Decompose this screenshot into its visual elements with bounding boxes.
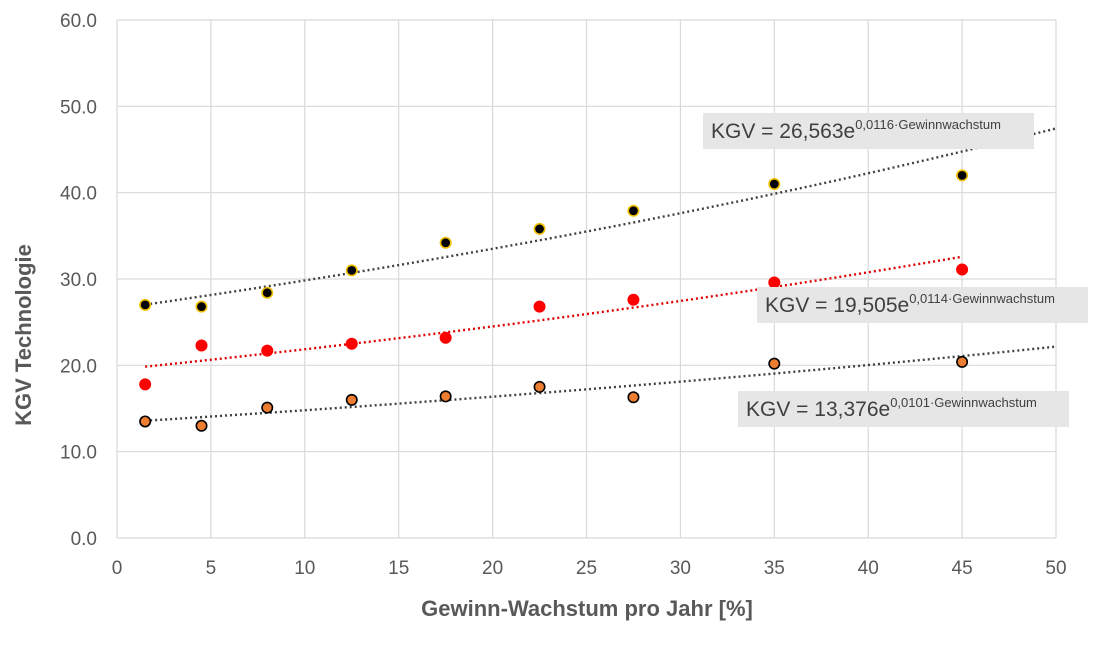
data-point-series-2	[139, 378, 152, 391]
y-tick-label: 30.0	[60, 270, 97, 291]
x-tick-label: 20	[482, 558, 503, 579]
x-tick-label: 15	[388, 558, 409, 579]
data-point-series-1	[261, 286, 274, 299]
data-point-series-2	[439, 331, 452, 344]
grid-layer	[116, 19, 1057, 539]
y-tick-label: 40.0	[60, 184, 97, 205]
y-axis-title: KGV Technologie	[11, 244, 36, 426]
data-point-series-2	[956, 263, 969, 276]
equation-box	[703, 113, 1034, 149]
y-tick-label: 60.0	[60, 11, 97, 32]
equation-exponent: 0,0114·Gewinnwachstum	[909, 291, 1055, 306]
equation-text: KGV = 19,505e0,0114·Gewinnwachstum	[765, 291, 1055, 317]
data-point-series-1	[533, 222, 546, 235]
data-point-series-1	[627, 204, 640, 217]
trendline-series-3	[145, 345, 1057, 422]
data-point-series-3	[345, 393, 358, 406]
data-point-series-1	[345, 264, 358, 277]
equation-exponent: 0,0116·Gewinnwachstum	[855, 117, 1001, 132]
x-tick-label: 25	[576, 558, 597, 579]
tick-layer: 0 5 10 15 20 25 30 35 40 45 50 0.0 10.0 20.0 30.0 40.0 5…	[60, 11, 1067, 579]
data-point-series-3	[261, 401, 274, 414]
equation-box	[738, 391, 1069, 427]
equation-prefix: KGV = 26,563e	[711, 120, 855, 143]
trendline-series-2	[145, 255, 963, 368]
data-point-series-3	[195, 419, 208, 432]
x-tick-label: 30	[670, 558, 691, 579]
data-point-series-1	[439, 236, 452, 249]
data-point-series-3	[533, 380, 546, 393]
x-tick-label: 45	[952, 558, 973, 579]
data-point-series-1	[768, 178, 781, 191]
data-point-series-1	[956, 169, 969, 182]
trend-equation-3: KGV = 13,376e0,0101·Gewinnwachstum	[738, 391, 1069, 427]
equation-text: KGV = 26,563e0,0116·Gewinnwachstum	[711, 117, 1001, 143]
data-point-series-3	[439, 390, 452, 403]
data-point-series-2	[627, 293, 640, 306]
y-tick-label: 20.0	[60, 356, 97, 377]
y-tick-label: 50.0	[60, 97, 97, 118]
equation-exponent: 0,0101·Gewinnwachstum	[890, 395, 1037, 410]
y-tick-label: 0.0	[71, 529, 97, 550]
data-point-series-2	[533, 300, 546, 313]
data-point-series-3	[768, 357, 781, 370]
x-tick-label: 5	[206, 558, 217, 579]
x-tick-label: 10	[294, 558, 315, 579]
trendline-series-1	[144, 127, 1057, 306]
data-point-series-1	[195, 300, 208, 313]
trend-equation-1: KGV = 26,563e0,0116·Gewinnwachstum	[703, 113, 1034, 149]
equation-prefix: KGV = 13,376e	[746, 398, 890, 421]
point-layer	[139, 169, 969, 432]
data-point-series-1	[139, 298, 152, 311]
x-tick-label: 40	[858, 558, 879, 579]
data-point-series-3	[139, 415, 152, 428]
x-axis-title: Gewinn-Wachstum pro Jahr [%]	[421, 596, 753, 621]
x-tick-label: 35	[764, 558, 785, 579]
x-tick-label: 0	[112, 558, 123, 579]
y-tick-label: 10.0	[60, 443, 97, 464]
trend-equation-2: KGV = 19,505e0,0114·Gewinnwachstum	[757, 287, 1088, 323]
data-point-series-2	[768, 276, 781, 289]
equation-box	[757, 287, 1088, 323]
equation-prefix: KGV = 19,505e	[765, 294, 909, 317]
equation-text: KGV = 13,376e0,0101·Gewinnwachstum	[746, 395, 1037, 421]
data-point-series-3	[956, 355, 969, 368]
data-point-series-2	[195, 339, 208, 352]
x-tick-label: 50	[1045, 558, 1066, 579]
data-point-series-2	[261, 344, 274, 357]
trend-layer	[144, 127, 1057, 422]
data-point-series-2	[345, 337, 358, 350]
data-point-series-3	[627, 391, 640, 404]
